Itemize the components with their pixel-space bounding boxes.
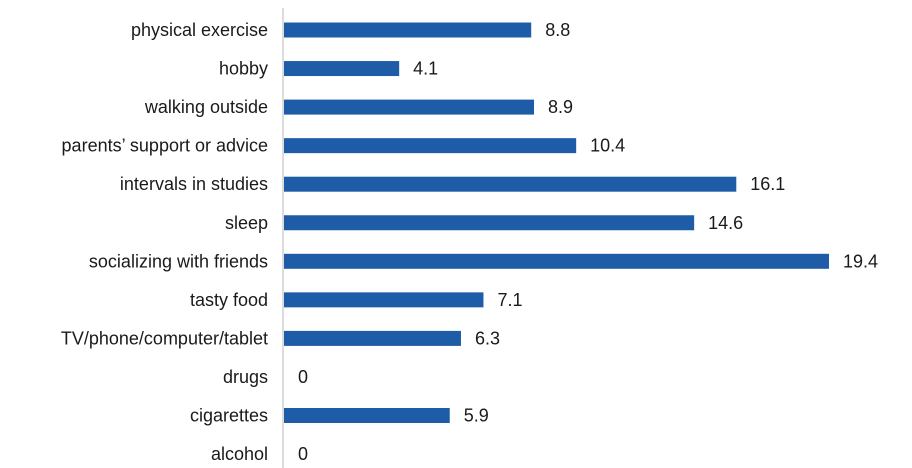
bar — [284, 408, 450, 423]
bar — [284, 253, 829, 269]
data-label: 7.1 — [497, 290, 522, 310]
bar — [284, 22, 532, 38]
bar — [284, 61, 400, 77]
data-label: 0 — [298, 367, 308, 387]
bar — [284, 215, 695, 231]
bar — [284, 176, 737, 192]
bar — [284, 292, 484, 308]
data-label: 0 — [298, 444, 308, 464]
data-label: 10.4 — [590, 136, 625, 156]
data-label: 16.1 — [750, 174, 785, 194]
bars-layer — [284, 22, 829, 423]
bar — [284, 99, 535, 115]
bar — [284, 330, 461, 346]
data-label: 6.3 — [475, 328, 500, 348]
category-label: TV/phone/computer/tablet — [61, 328, 268, 348]
data-label: 4.1 — [413, 59, 438, 79]
category-label: sleep — [225, 213, 268, 233]
category-label: socializing with friends — [89, 251, 268, 271]
data-label: 14.6 — [708, 213, 743, 233]
category-label: tasty food — [190, 290, 268, 310]
category-label: drugs — [223, 367, 268, 387]
category-label: cigarettes — [190, 406, 268, 426]
data-label: 8.8 — [545, 20, 570, 40]
data-label: 19.4 — [843, 251, 878, 271]
category-label: hobby — [219, 59, 268, 79]
bar — [284, 138, 577, 154]
category-label: physical exercise — [131, 20, 268, 40]
data-label: 5.9 — [464, 406, 489, 426]
category-label: intervals in studies — [120, 174, 268, 194]
category-label: alcohol — [211, 444, 268, 464]
category-label: walking outside — [144, 97, 268, 117]
labels-layer: physical exercise 8.8 hobby 4.1 walking outs… — [61, 20, 878, 464]
category-label: parents’ support or advice — [62, 136, 268, 156]
data-label: 8.9 — [548, 97, 573, 117]
